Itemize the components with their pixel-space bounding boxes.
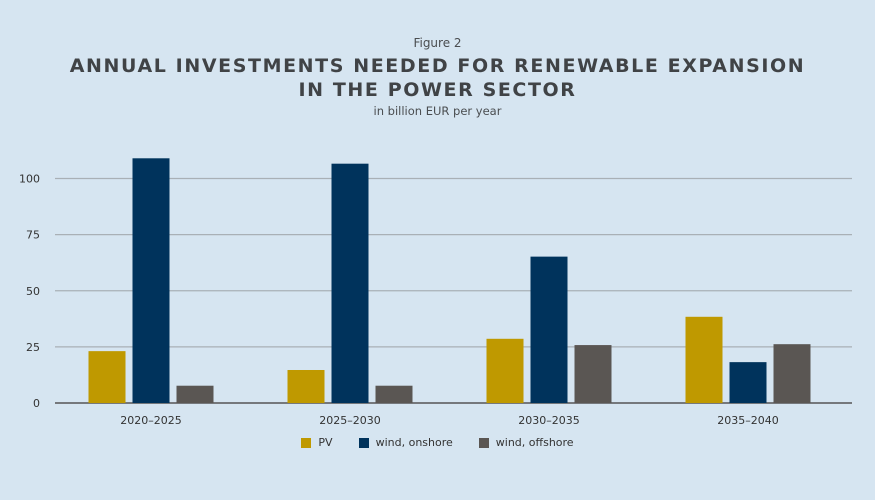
bar-wind-offshore	[773, 344, 811, 403]
chart-title-line: ANNUAL INVESTMENTS NEEDED FOR RENEWABLE …	[69, 55, 806, 77]
legend-label: wind, onshore	[375, 436, 453, 449]
x-tick-label: 2025–2030	[319, 414, 381, 427]
bar-wind-onshore	[132, 158, 170, 403]
legend-swatch	[301, 437, 312, 448]
bar-wind-offshore	[176, 385, 214, 403]
chart-subtitle: in billion EUR per year	[373, 104, 502, 118]
y-tick-label: 75	[26, 229, 40, 242]
bar-wind-offshore	[574, 345, 612, 403]
legend-label: PV	[318, 436, 333, 449]
figure-label: Figure 2	[413, 36, 462, 50]
y-tick-label: 25	[26, 341, 40, 354]
x-tick-label: 2035–2040	[717, 414, 779, 427]
x-tick-label: 2030–2035	[518, 414, 580, 427]
x-tick-label: 2020–2025	[120, 414, 182, 427]
bar-pv	[486, 338, 524, 403]
bar-pv	[685, 316, 723, 403]
chart-title: ANNUAL INVESTMENTS NEEDED FOR RENEWABLE …	[0, 54, 875, 102]
legend-label: wind, offshore	[495, 436, 574, 449]
bar-pv	[287, 369, 325, 403]
y-tick-label: 100	[19, 173, 40, 186]
legend-item-wind-offshore: wind, offshore	[478, 436, 574, 449]
legend-item-wind-onshore: wind, onshore	[358, 436, 453, 449]
legend: PV wind, onshore wind, offshore	[0, 436, 875, 449]
bar-pv	[88, 351, 126, 403]
bar-wind-onshore	[331, 163, 369, 403]
bar-wind-offshore	[375, 385, 413, 403]
y-tick-label: 0	[33, 397, 40, 410]
legend-swatch	[358, 437, 369, 448]
chart-title-line: IN THE POWER SECTOR	[298, 79, 577, 101]
bar-wind-onshore	[530, 256, 568, 403]
y-tick-label: 50	[26, 285, 40, 298]
legend-item-pv: PV	[301, 436, 333, 449]
bar-wind-onshore	[729, 362, 767, 403]
legend-swatch	[478, 437, 489, 448]
